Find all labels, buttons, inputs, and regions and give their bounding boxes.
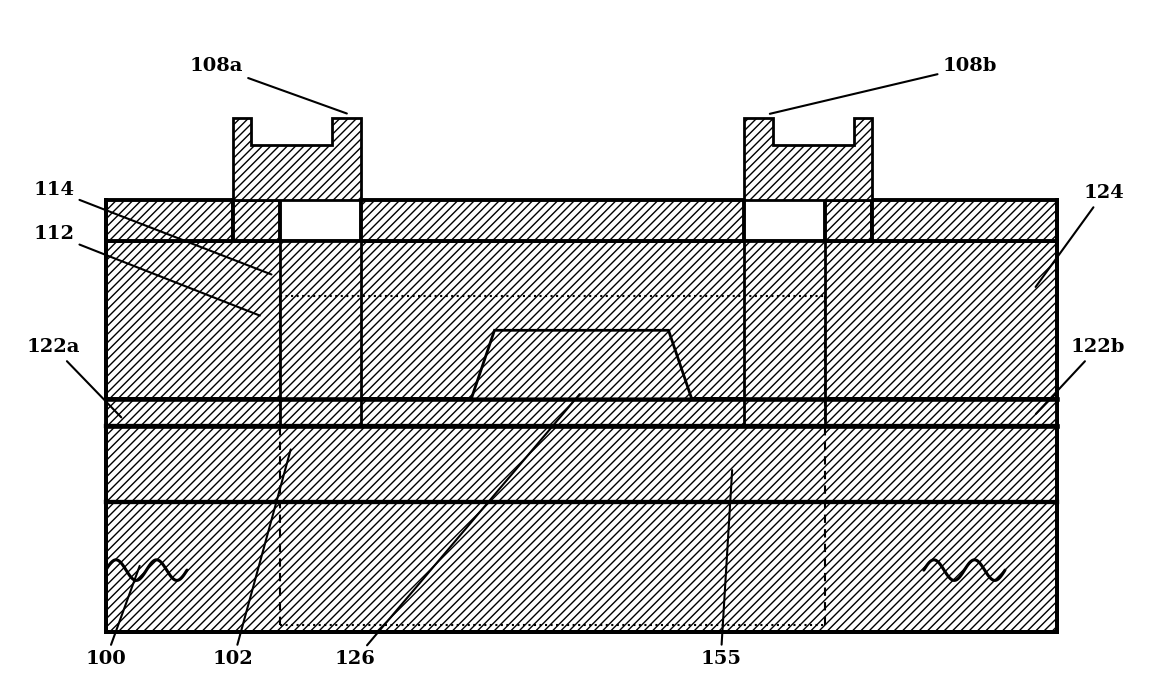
Polygon shape [361, 200, 744, 241]
Text: 108b: 108b [770, 58, 998, 114]
Text: 102: 102 [213, 449, 291, 668]
Polygon shape [234, 118, 361, 200]
Polygon shape [744, 118, 871, 200]
Polygon shape [825, 200, 871, 241]
Polygon shape [106, 399, 1057, 427]
Polygon shape [280, 241, 361, 427]
Text: 124: 124 [1035, 184, 1123, 287]
Text: 155: 155 [700, 470, 741, 668]
Text: 122a: 122a [27, 338, 121, 418]
Polygon shape [744, 241, 825, 427]
Polygon shape [106, 427, 1057, 632]
Polygon shape [871, 200, 1057, 241]
Text: 114: 114 [33, 181, 271, 275]
Text: 122b: 122b [1036, 338, 1125, 414]
Text: 112: 112 [33, 226, 259, 316]
Polygon shape [106, 241, 1057, 399]
Polygon shape [471, 330, 692, 399]
Polygon shape [106, 200, 234, 241]
Polygon shape [234, 200, 280, 241]
Text: 126: 126 [335, 394, 579, 668]
Text: 100: 100 [85, 566, 140, 668]
Text: 108a: 108a [190, 58, 347, 114]
